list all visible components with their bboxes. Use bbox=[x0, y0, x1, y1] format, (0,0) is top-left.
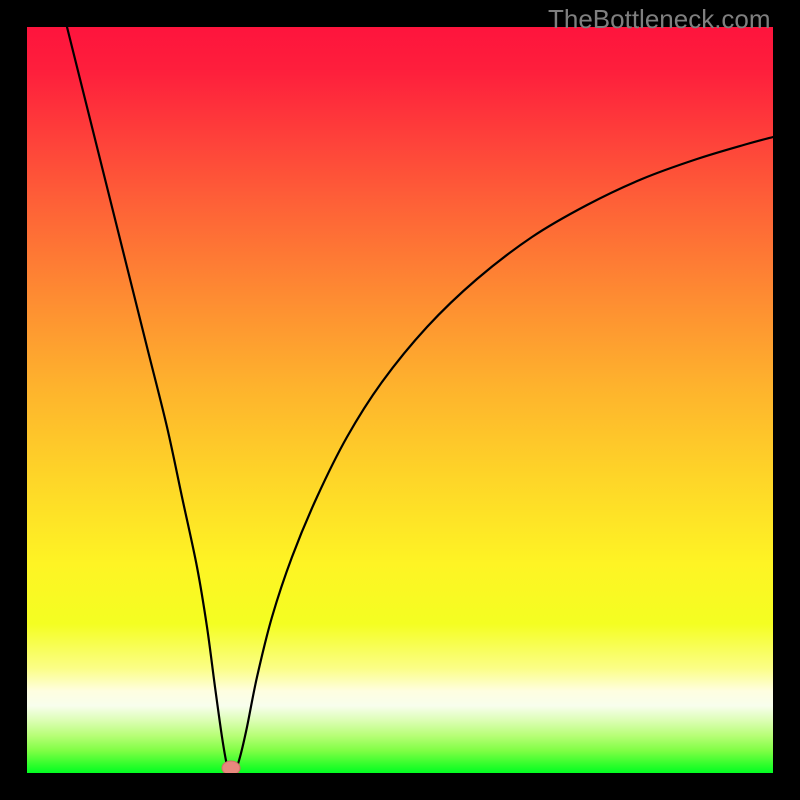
curve-layer bbox=[27, 27, 773, 773]
chart-stage: TheBottleneck.com bbox=[0, 0, 800, 800]
plot-area bbox=[27, 27, 773, 773]
watermark-text: TheBottleneck.com bbox=[548, 4, 771, 35]
minimum-marker bbox=[222, 761, 240, 773]
bottleneck-curve bbox=[67, 27, 773, 772]
